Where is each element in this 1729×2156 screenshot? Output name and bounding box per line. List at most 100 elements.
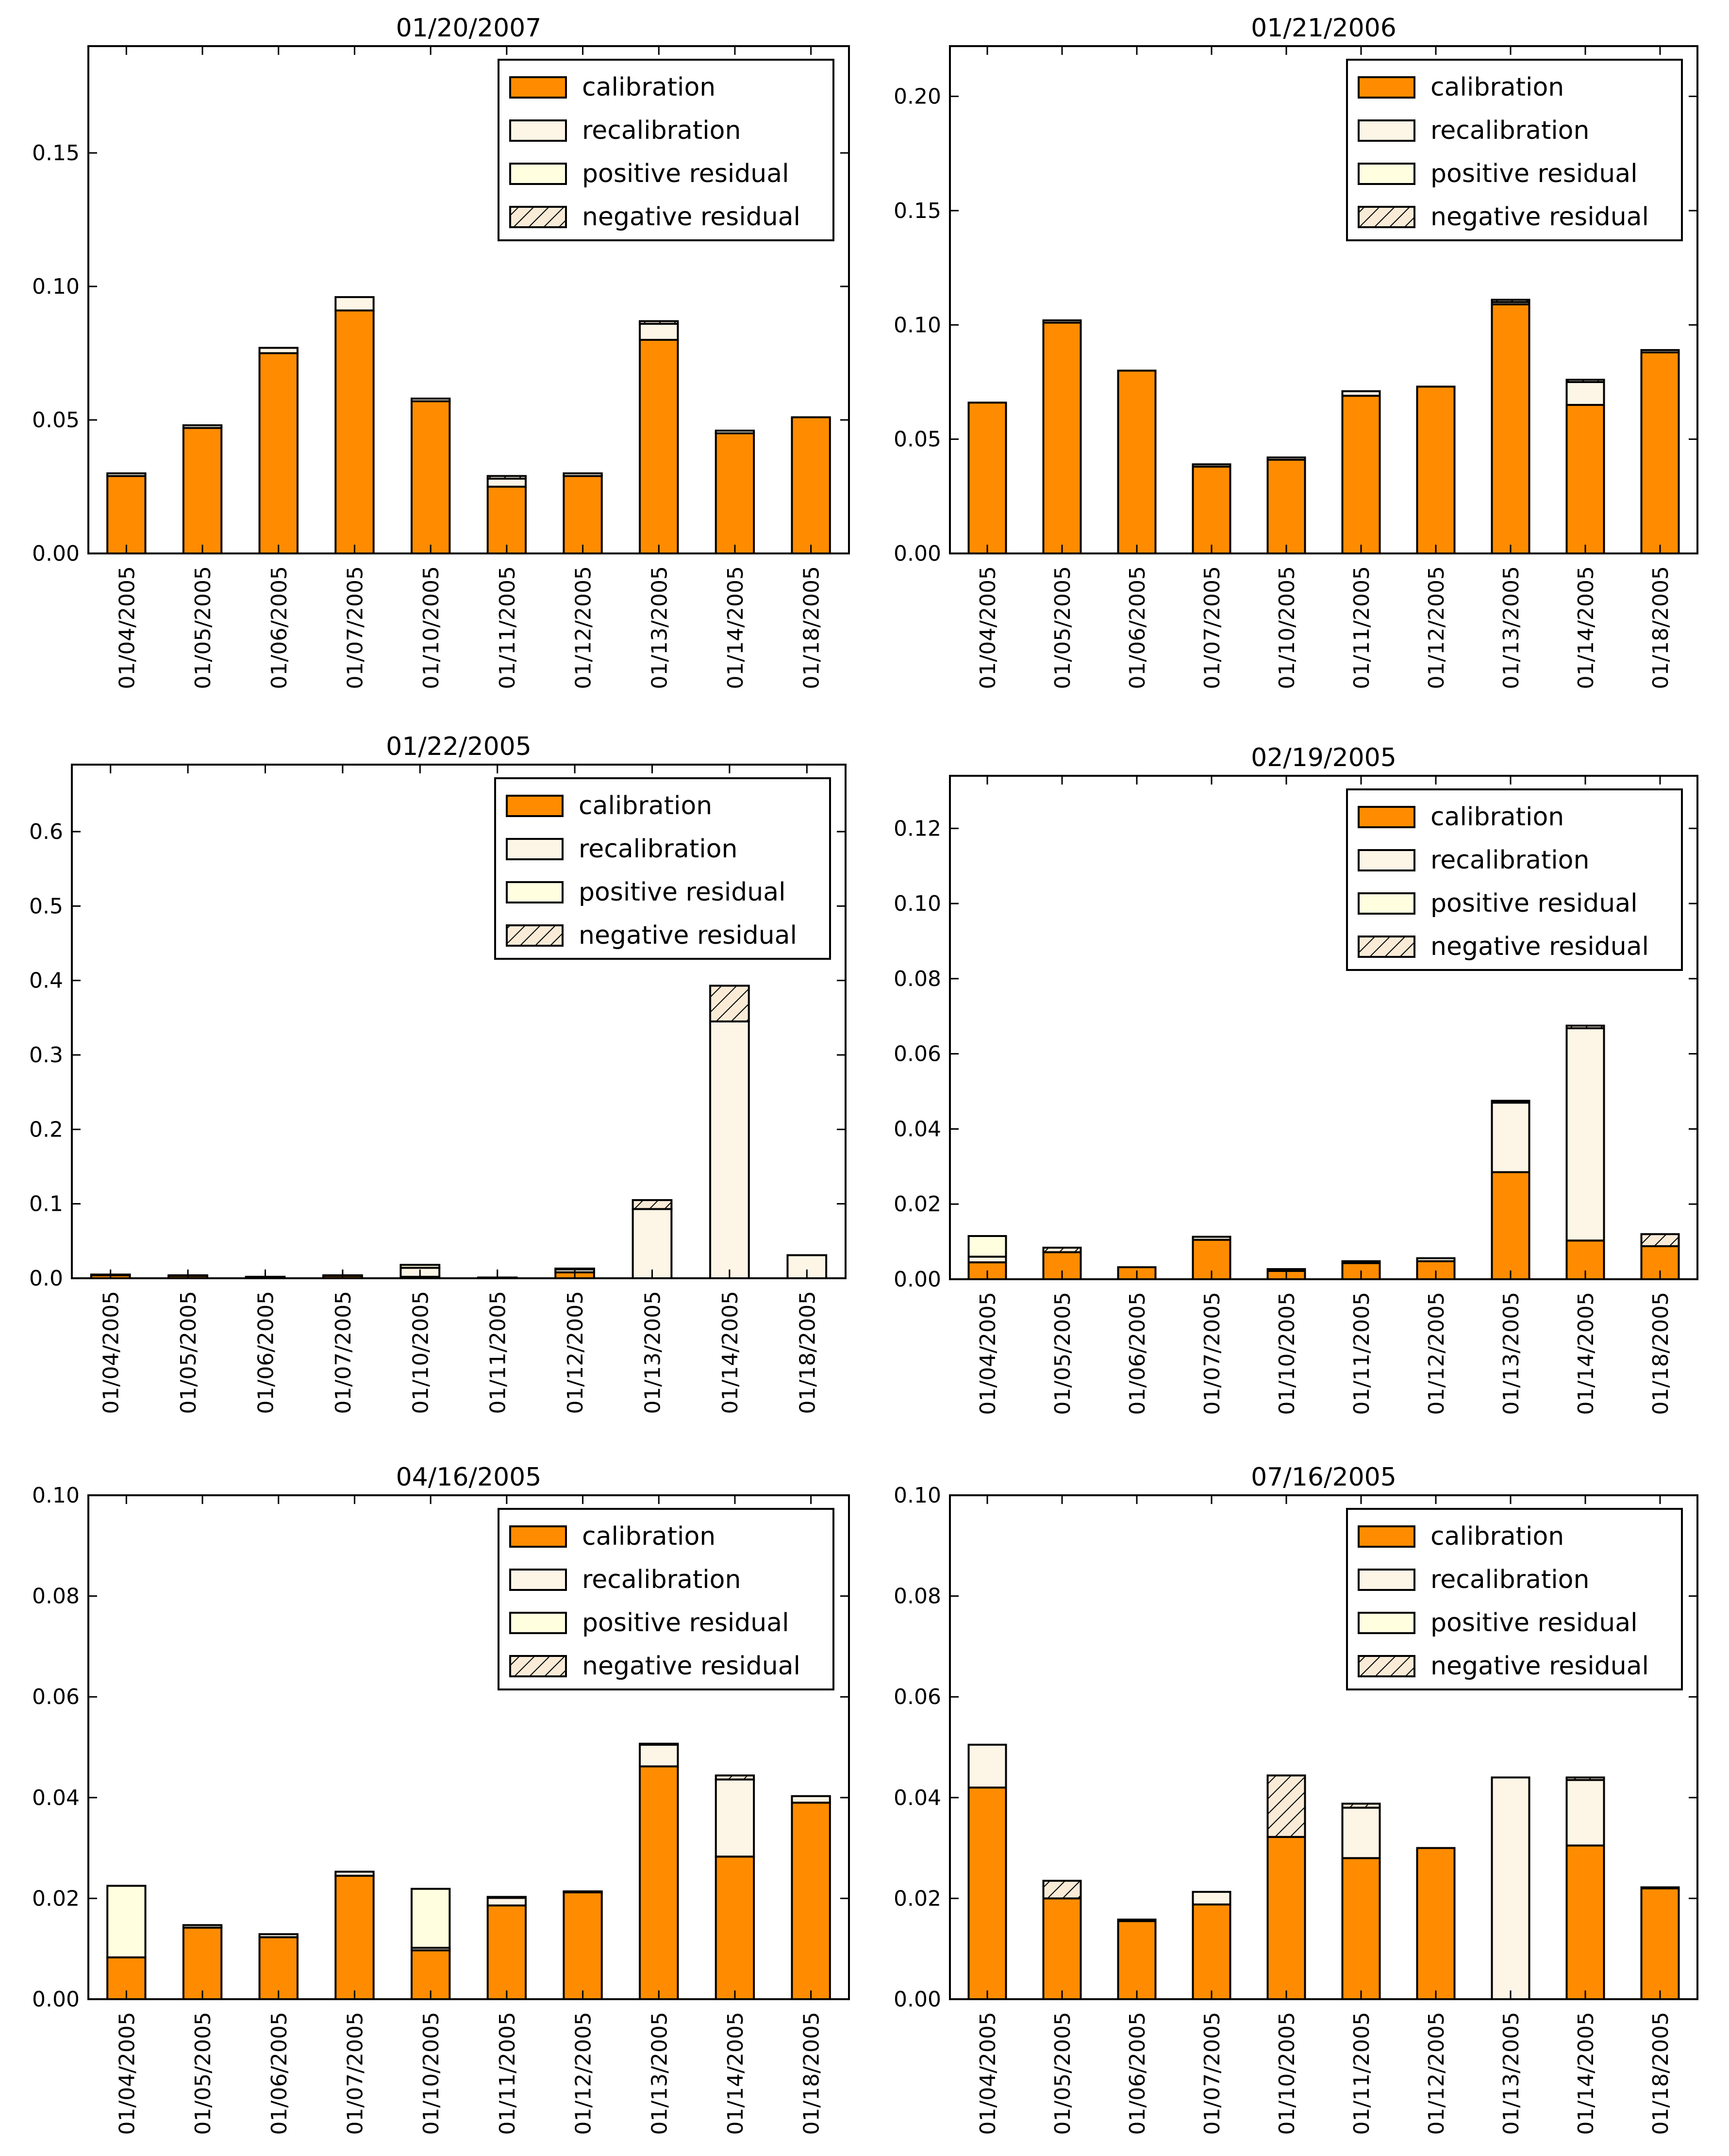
y-tick-label: 0.15 <box>894 199 941 223</box>
legend-label: calibration <box>1430 73 1564 102</box>
bar-segment-recalibration <box>1565 1779 1605 1847</box>
legend-label: recalibration <box>582 1565 741 1594</box>
bar-segment-negative-residual <box>632 1199 673 1210</box>
legend-swatch-calibration <box>1358 76 1415 99</box>
y-tick-label: 0.00 <box>32 1987 80 2012</box>
bar-segment-negative-residual <box>486 475 527 480</box>
x-tick-label: 01/05/2005 <box>1050 566 1075 689</box>
y-tick-label: 0.06 <box>894 1685 941 1709</box>
chart-6: 07/16/2005 01/04/2005 01/05/2005 01/06/2005… <box>894 1463 1698 2135</box>
legend: calibration recalibration positive residua… <box>1346 1508 1683 1690</box>
x-tick-label: 01/06/2005 <box>267 566 292 689</box>
x-tick-label: 01/04/2005 <box>976 2012 1000 2135</box>
legend-swatch-calibration <box>509 76 567 99</box>
y-tick-label: 0.15 <box>32 141 80 166</box>
bar-segment-calibration <box>106 475 147 554</box>
bar-segment-calibration <box>258 1936 299 2000</box>
x-tick-label: 01/18/2005 <box>1648 2012 1673 2135</box>
y-tick-label: 0.1 <box>29 1192 63 1217</box>
chart-5: 04/16/2005 01/04/2005 01/05/2005 01/06/2005… <box>32 1463 850 2135</box>
bar-segment-negative-residual <box>715 1774 755 1781</box>
x-tick-label: 01/04/2005 <box>976 1292 1000 1415</box>
x-tick-label: 01/18/2005 <box>1648 566 1673 689</box>
bar-segment-negative-residual <box>486 1896 527 1899</box>
legend-swatch-recalibration <box>1358 119 1415 142</box>
bar-segment-recalibration <box>1192 1890 1231 1905</box>
bar-segment-calibration <box>334 1874 375 2000</box>
chart-title: 04/16/2005 <box>396 1463 542 1492</box>
plot-frame <box>87 45 850 554</box>
y-tick-label: 0.10 <box>894 891 941 916</box>
bar-segment-positive-residual <box>399 1264 441 1269</box>
bar-segment-calibration <box>1416 385 1456 555</box>
bar-segment-recalibration <box>1491 1102 1530 1173</box>
legend-swatch-calibration <box>506 795 564 817</box>
legend: calibration recalibration positive residua… <box>498 59 834 241</box>
legend-swatch-positive-residual <box>1358 1612 1415 1634</box>
y-tick-label: 0.10 <box>894 313 941 337</box>
bar-segment-calibration <box>1640 1887 1680 2000</box>
bar-segment-recalibration <box>106 472 147 477</box>
y-tick-label: 0.00 <box>32 541 80 566</box>
legend: calibration recalibration positive residua… <box>1346 788 1683 971</box>
legend: calibration recalibration positive residua… <box>498 1508 834 1690</box>
bar-segment-recalibration <box>632 1208 673 1279</box>
x-tick-label: 01/12/2005 <box>571 566 596 689</box>
bar-segment-calibration <box>967 401 1007 555</box>
legend-swatch-positive-residual <box>509 1612 567 1634</box>
legend-swatch-recalibration <box>1358 849 1415 871</box>
x-tick-label: 01/18/2005 <box>795 1291 820 1414</box>
bar-segment-recalibration <box>1192 463 1231 468</box>
plot-frame <box>71 764 847 1279</box>
bar-segment-calibration <box>1341 395 1381 554</box>
bar-segment-calibration <box>410 400 451 554</box>
legend-label: negative residual <box>1430 1652 1649 1681</box>
legend: calibration recalibration positive residua… <box>1346 59 1683 241</box>
legend-label: calibration <box>1430 802 1564 832</box>
bar-segment-negative-residual <box>1565 1024 1605 1030</box>
chart-title: 01/20/2007 <box>396 14 542 43</box>
x-tick-label: 01/11/2005 <box>1349 566 1374 689</box>
legend-swatch-calibration <box>509 1525 567 1548</box>
x-tick-label: 01/07/2005 <box>1200 2012 1225 2135</box>
bar-segment-calibration <box>1341 1857 1381 2001</box>
x-tick-label: 01/06/2005 <box>254 1291 279 1414</box>
bar-segment-calibration <box>1565 404 1605 555</box>
y-tick-label: 0.00 <box>894 1267 941 1292</box>
bar-segment-positive-residual <box>410 1888 451 1949</box>
legend-swatch-positive-residual <box>509 163 567 185</box>
bar-segment-recalibration <box>1341 1260 1381 1264</box>
bar-segment-calibration <box>258 352 299 554</box>
legend-swatch-recalibration <box>1358 1569 1415 1591</box>
x-tick-label: 01/07/2005 <box>1200 1292 1225 1415</box>
bar-segment-calibration <box>182 1926 223 2000</box>
x-tick-label: 01/14/2005 <box>1574 566 1598 689</box>
x-tick-label: 01/14/2005 <box>1574 2012 1598 2135</box>
bar-segment-calibration <box>1042 1897 1082 2000</box>
x-tick-label: 01/06/2005 <box>1125 2012 1150 2135</box>
y-tick-label: 0.10 <box>32 274 80 299</box>
bar-segment-calibration <box>1416 1847 1456 2001</box>
bar-segment-negative-residual <box>1042 1880 1082 1900</box>
bar-segment-recalibration <box>967 1743 1007 1789</box>
legend-swatch-calibration <box>1358 806 1415 828</box>
bar-segment-calibration <box>486 485 527 554</box>
bar-segment-recalibration <box>258 347 299 354</box>
x-tick-label: 01/04/2005 <box>115 2012 139 2135</box>
legend-label: calibration <box>579 791 712 820</box>
bar-segment-recalibration <box>486 1897 527 1906</box>
x-tick-label: 01/13/2005 <box>1499 2012 1524 2135</box>
legend-swatch-positive-residual <box>506 881 564 903</box>
x-tick-label: 01/07/2005 <box>1200 566 1225 689</box>
legend-label: calibration <box>1430 1522 1564 1551</box>
legend-label: recalibration <box>579 835 737 864</box>
legend: calibration recalibration positive residua… <box>494 777 831 960</box>
bar-segment-recalibration <box>639 323 679 341</box>
bar-segment-calibration <box>715 432 755 554</box>
x-tick-label: 01/12/2005 <box>1424 1292 1449 1415</box>
bar-segment-negative-residual <box>1042 1246 1082 1253</box>
x-tick-label: 01/13/2005 <box>1499 566 1524 689</box>
bar-segment-negative-residual <box>1491 299 1530 303</box>
bar-segment-calibration <box>486 1904 527 2000</box>
